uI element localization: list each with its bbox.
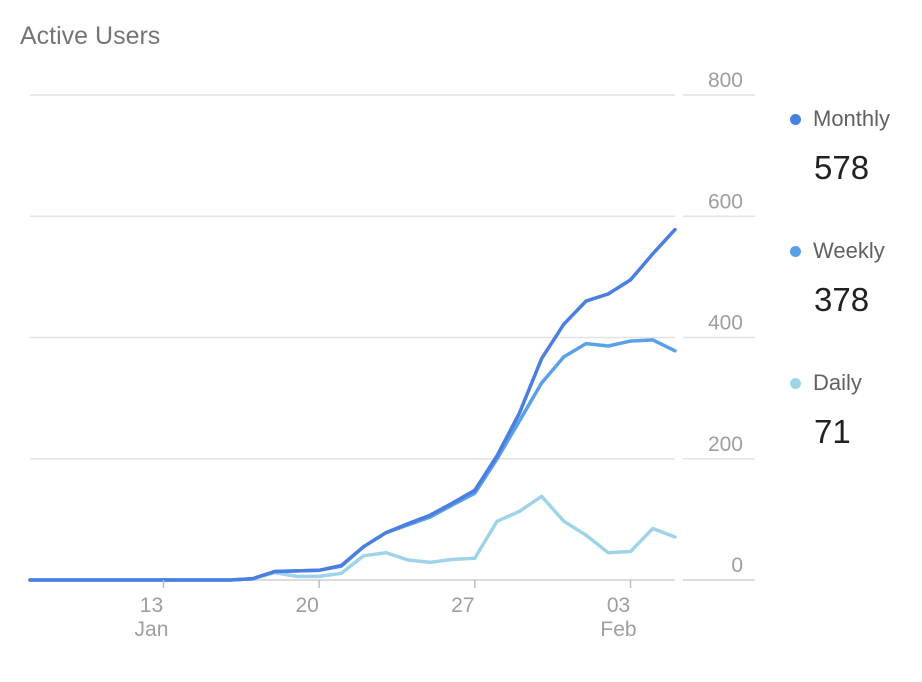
y-tick-label-0: 0 (731, 554, 743, 577)
series-line-daily (28, 494, 677, 582)
legend-latest-value: 71 (814, 413, 851, 450)
y-tick-label-600: 600 (708, 190, 743, 213)
legend-label: Monthly (813, 106, 891, 131)
legend-dot-icon (790, 377, 801, 389)
x-tick-label-20: 20 (295, 594, 318, 617)
legend-item-monthly: Monthly 578 (790, 106, 920, 187)
legend-entry: Daily (790, 370, 920, 395)
legend-dot-icon (790, 113, 801, 125)
legend-item-weekly: Weekly 378 (790, 238, 920, 319)
gridlines (30, 94, 755, 581)
legend-entry: Monthly (790, 106, 920, 131)
chart-title: Active Users (20, 22, 161, 50)
x-tick-label-27: 27 (451, 594, 474, 617)
legend-label: Weekly (813, 238, 885, 263)
y-axis-ticks: 0 200 400 600 800 (708, 69, 743, 577)
series-lines (28, 227, 677, 582)
y-tick-label-400: 400 (708, 312, 743, 335)
legend-item-daily: Daily 71 (790, 370, 920, 451)
legend-latest-value: 378 (814, 281, 870, 318)
x-tick-sublabel-Jan: Jan (135, 618, 169, 641)
series-line-weekly (28, 338, 677, 582)
legend-dot-icon (790, 245, 801, 257)
x-tick-label-13: 13 (140, 594, 163, 617)
legend-entry: Weekly (790, 238, 920, 263)
x-tick-sublabel-Feb: Feb (600, 618, 636, 641)
legend-latest-value: 578 (814, 149, 870, 186)
series-line-monthly (28, 227, 677, 582)
legend-label: Daily (813, 370, 862, 395)
y-tick-label-200: 200 (708, 433, 743, 456)
x-tick-label-03: 03 (607, 594, 630, 617)
y-tick-label-800: 800 (708, 69, 743, 92)
